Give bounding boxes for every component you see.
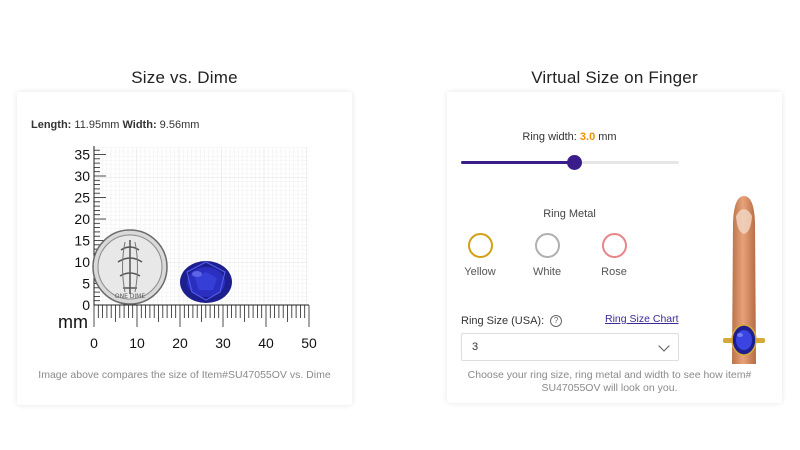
ring-width-text: Ring width: <box>522 131 577 143</box>
horizontal-ruler: 0 10 20 30 40 50 mm <box>58 304 317 351</box>
vertical-tick-label: 30 <box>74 168 90 184</box>
virtual-size-help-text: Choose your ring size, ring metal and wi… <box>467 369 752 394</box>
size-vs-dime-card: Length: 11.95mm Width: 9.56mm 35 30 25 20 15… <box>17 92 352 405</box>
ring-width-label: Ring width: 3.0 mm <box>447 131 692 143</box>
metal-option-yellow[interactable]: Yellow <box>455 233 505 278</box>
vertical-tick-label: 0 <box>82 297 90 313</box>
virtual-size-title: Virtual Size on Finger <box>531 68 698 87</box>
horizontal-tick-label: 20 <box>172 335 188 351</box>
vertical-tick-label: 20 <box>74 211 90 227</box>
chevron-down-icon <box>658 340 670 352</box>
horizontal-tick-label: 0 <box>90 335 98 351</box>
horizontal-tick-label: 40 <box>258 335 274 351</box>
ring-size-value: 3 <box>472 341 479 353</box>
metal-option-white[interactable]: White <box>522 233 572 278</box>
ring-width-slider[interactable] <box>461 155 679 170</box>
ring-size-label: Ring Size (USA):? <box>461 315 563 328</box>
yellow-ring-icon[interactable] <box>467 233 493 258</box>
vertical-tick-label: 15 <box>74 233 90 249</box>
length-label: Length: <box>31 119 72 131</box>
horizontal-tick-label: 50 <box>301 335 317 351</box>
ring-width-value: 3.0 <box>579 131 596 143</box>
vertical-ruler: 35 30 25 20 15 10 5 0 <box>74 146 106 313</box>
white-ring-icon[interactable] <box>534 233 560 258</box>
ruler-unit-label: mm <box>58 312 88 332</box>
gem-dimensions: Length: 11.95mm Width: 9.56mm <box>31 119 199 131</box>
oval-sapphire-icon <box>180 261 232 303</box>
vertical-tick-label: 25 <box>74 190 90 206</box>
slider-thumb[interactable] <box>567 155 583 170</box>
ring-size-select[interactable]: 3 <box>461 333 679 361</box>
ring-size-chart-link[interactable]: Ring Size Chart <box>605 313 679 325</box>
horizontal-tick-label: 30 <box>215 335 231 351</box>
length-value: 11.95mm <box>74 119 120 131</box>
finger-with-ring-icon <box>723 196 765 364</box>
horizontal-tick-label: 10 <box>129 335 145 351</box>
vertical-tick-label: 35 <box>74 147 90 163</box>
ring-size-text: Ring Size (USA): <box>461 315 545 327</box>
ring-metal-label: Ring Metal <box>543 208 596 220</box>
question-circle-icon[interactable]: ? <box>550 315 563 328</box>
rose-ring-icon[interactable] <box>601 233 627 258</box>
metal-name-yellow: Yellow <box>464 266 496 278</box>
virtual-size-card: Ring width: 3.0 mm Ring Metal Yellow Whi… <box>447 92 782 403</box>
ring-width-unit: mm <box>598 131 617 143</box>
vertical-tick-label: 5 <box>82 276 90 292</box>
comparison-caption: Image above compares the size of Item#SU… <box>38 369 331 381</box>
width-label: Width: <box>122 119 157 131</box>
metal-option-rose[interactable]: Rose <box>589 233 639 278</box>
metal-name-rose: Rose <box>601 266 627 278</box>
slider-fill <box>461 161 575 164</box>
vertical-tick-label: 10 <box>74 254 90 270</box>
width-value: 9.56mm <box>159 119 200 131</box>
metal-name-white: White <box>532 266 562 278</box>
svg-text:ONE DIME: ONE DIME <box>115 293 145 300</box>
size-vs-dime-title: Size vs. Dime <box>131 68 238 87</box>
dime-coin-icon: ONE DIME <box>92 229 168 305</box>
